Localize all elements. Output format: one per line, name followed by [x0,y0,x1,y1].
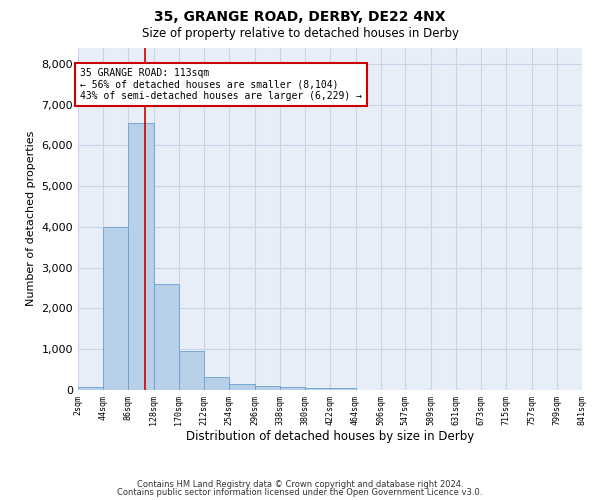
Text: Contains HM Land Registry data © Crown copyright and database right 2024.: Contains HM Land Registry data © Crown c… [137,480,463,489]
Bar [103,227,128,390]
Text: Contains public sector information licensed under the Open Government Licence v3: Contains public sector information licen… [118,488,482,497]
Bar [204,377,229,390]
Text: 35, GRANGE ROAD, DERBY, DE22 4NX: 35, GRANGE ROAD, DERBY, DE22 4NX [154,10,446,24]
Bar [305,388,331,390]
Text: 35 GRANGE ROAD: 113sqm
← 56% of detached houses are smaller (8,104)
43% of semi-: 35 GRANGE ROAD: 113sqm ← 56% of detached… [80,68,362,101]
Bar [179,352,204,390]
Y-axis label: Number of detached properties: Number of detached properties [26,131,36,306]
Bar [154,284,179,390]
Text: Size of property relative to detached houses in Derby: Size of property relative to detached ho… [142,28,458,40]
Bar [280,387,305,390]
Bar [128,123,154,390]
Bar [78,386,103,390]
Bar [331,388,356,390]
Bar [254,386,280,390]
X-axis label: Distribution of detached houses by size in Derby: Distribution of detached houses by size … [186,430,474,444]
Bar [229,384,254,390]
